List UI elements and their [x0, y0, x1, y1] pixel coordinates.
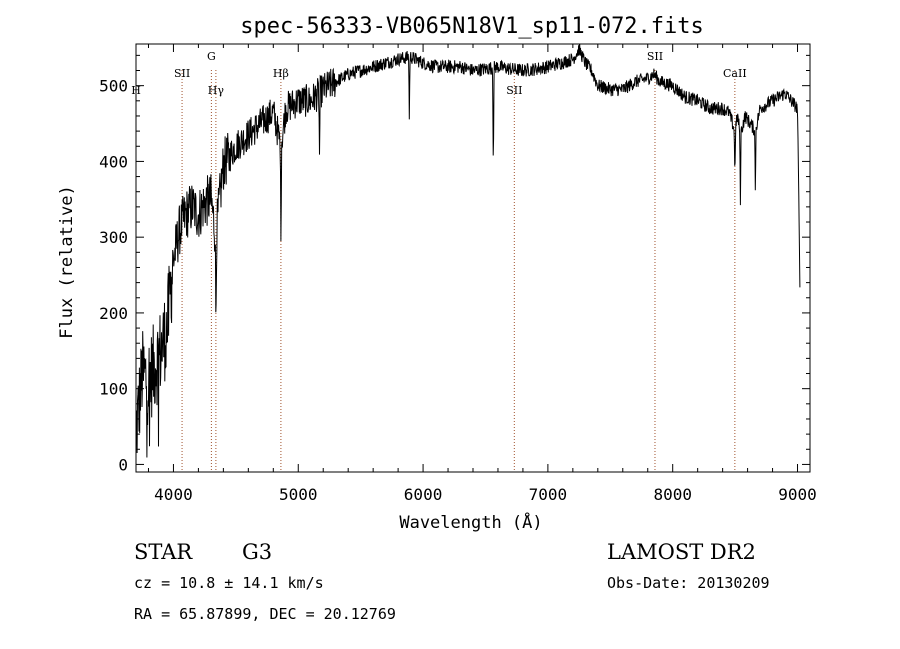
y-tick-label: 500 — [99, 77, 128, 96]
x-tick-label: 6000 — [404, 485, 443, 504]
y-tick-label: 100 — [99, 380, 128, 399]
object-subclass: G3 — [242, 540, 272, 564]
y-tick-label: 400 — [99, 152, 128, 171]
line-marker-label: SII — [647, 50, 663, 63]
y-tick-label: 300 — [99, 228, 128, 247]
y-tick-label: 0 — [118, 455, 128, 474]
line-marker-label: G — [207, 50, 216, 63]
observation-date: Obs-Date: 20130209 — [607, 574, 770, 592]
x-tick-label: 9000 — [778, 485, 817, 504]
redshift-cz: cz = 10.8 ± 14.1 km/s — [134, 574, 324, 592]
plot-frame — [135, 43, 811, 473]
line-marker-label: Hγ — [208, 84, 225, 97]
x-tick-label: 7000 — [529, 485, 568, 504]
info-panel: STAR G3 cz = 10.8 ± 14.1 km/s RA = 65.87… — [134, 540, 770, 623]
object-class: STAR — [134, 540, 193, 564]
x-tick-label: 4000 — [154, 485, 193, 504]
line-marker-label: Hβ — [273, 67, 289, 80]
coordinates: RA = 65.87899, DEC = 20.12769 — [134, 605, 396, 623]
line-marker-label: SII — [506, 84, 522, 97]
x-tick-label: 8000 — [653, 485, 692, 504]
x-axis: 4000 5000 6000 7000 8000 9000 — [147, 44, 817, 504]
line-marker-label: CaII — [723, 67, 747, 80]
line-marker-label: SII — [174, 67, 190, 80]
x-tick-label: 5000 — [279, 485, 318, 504]
survey-name: LAMOST DR2 — [607, 540, 756, 564]
y-axis-label: Flux (relative) — [57, 185, 77, 339]
y-tick-label: 200 — [99, 304, 128, 323]
chart-title: spec-56333-VB065N18V1_sp11-072.fits — [240, 14, 704, 39]
y-axis: 0 100 200 300 400 500 — [99, 54, 810, 474]
x-axis-label: Wavelength (Å) — [399, 511, 542, 533]
spectrum-line — [136, 44, 801, 458]
